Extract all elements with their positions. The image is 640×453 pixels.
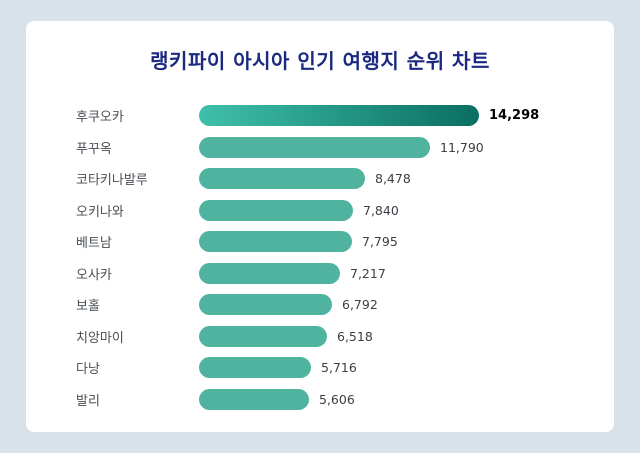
value-label: 11,790 bbox=[440, 139, 484, 155]
bar bbox=[199, 294, 332, 316]
bar bbox=[199, 105, 479, 127]
value-label: 8,478 bbox=[375, 171, 411, 187]
bar-area: 7,795 bbox=[199, 231, 594, 253]
bar-area: 5,606 bbox=[199, 388, 594, 410]
bar-area: 6,518 bbox=[199, 325, 594, 347]
bar-row: 보홀 6,792 bbox=[76, 289, 594, 321]
category-label: 오키나와 bbox=[76, 204, 124, 220]
category-label: 치앙마이 bbox=[76, 330, 124, 346]
category-label: 베트남 bbox=[76, 236, 112, 252]
bar-area: 11,790 bbox=[199, 136, 594, 158]
bar bbox=[199, 388, 309, 410]
category-label: 코타키나발루 bbox=[76, 173, 148, 189]
value-label: 7,795 bbox=[362, 234, 398, 250]
category-label: 푸꾸옥 bbox=[76, 141, 112, 157]
bar bbox=[199, 357, 311, 379]
chart-title: 랭키파이 아시아 인기 여행지 순위 차트 bbox=[150, 49, 490, 73]
bar-area: 7,217 bbox=[199, 262, 594, 284]
bar-area: 5,716 bbox=[199, 357, 594, 379]
value-label: 6,518 bbox=[337, 328, 373, 344]
bar bbox=[199, 262, 340, 284]
bar-row: 치앙마이 6,518 bbox=[76, 321, 594, 353]
value-label: 7,217 bbox=[350, 265, 386, 281]
bar-row: 베트남 7,795 bbox=[76, 226, 594, 258]
value-label: 6,792 bbox=[342, 297, 378, 313]
bar-row: 오키나와 7,840 bbox=[76, 195, 594, 227]
category-label: 후쿠오카 bbox=[76, 110, 124, 126]
value-label: 7,840 bbox=[363, 202, 399, 218]
category-label: 오사카 bbox=[76, 267, 112, 283]
bar-area: 14,298 bbox=[199, 105, 594, 127]
bar-rows: 후쿠오카 14,298 푸꾸옥 11,790 코타키나발루 8,478 오키나와 7,840 베… bbox=[76, 100, 594, 415]
category-label: 발리 bbox=[76, 393, 100, 409]
value-label: 5,606 bbox=[319, 391, 355, 407]
bar-row: 발리 5,606 bbox=[76, 384, 594, 416]
bar-row: 코타키나발루 8,478 bbox=[76, 163, 594, 195]
bar bbox=[199, 136, 430, 158]
value-label: 5,716 bbox=[321, 360, 357, 376]
bar bbox=[199, 231, 352, 253]
bar bbox=[199, 168, 365, 190]
chart-card: 랭키파이 아시아 인기 여행지 순위 차트 후쿠오카 14,298 푸꾸옥 11,79… bbox=[26, 21, 614, 432]
value-label: 14,298 bbox=[489, 108, 540, 124]
bar-area: 8,478 bbox=[199, 168, 594, 190]
bar-row: 오사카 7,217 bbox=[76, 258, 594, 290]
bar-area: 6,792 bbox=[199, 294, 594, 316]
category-label: 보홀 bbox=[76, 299, 100, 315]
bar-row: 다낭 5,716 bbox=[76, 352, 594, 384]
bar-row: 푸꾸옥 11,790 bbox=[76, 132, 594, 164]
bar bbox=[199, 325, 327, 347]
bar-area: 7,840 bbox=[199, 199, 594, 221]
bar bbox=[199, 199, 353, 221]
category-label: 다낭 bbox=[76, 362, 100, 378]
bar-row: 후쿠오카 14,298 bbox=[76, 100, 594, 132]
